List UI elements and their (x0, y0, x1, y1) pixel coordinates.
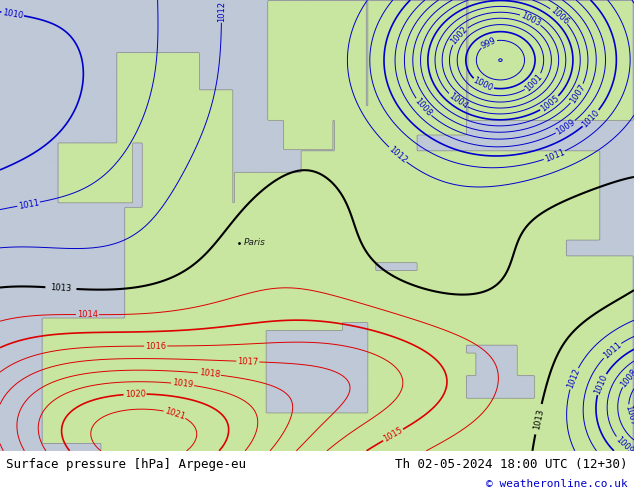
Text: 1007: 1007 (568, 82, 587, 105)
Text: © weatheronline.co.uk: © weatheronline.co.uk (486, 479, 628, 489)
Text: 1013: 1013 (532, 408, 545, 430)
Text: 1011: 1011 (18, 198, 40, 211)
Text: 1012: 1012 (566, 367, 581, 390)
Text: Surface pressure [hPa] Arpege-eu: Surface pressure [hPa] Arpege-eu (6, 458, 247, 471)
Text: 1012: 1012 (217, 1, 226, 22)
Text: 1010: 1010 (2, 8, 24, 20)
Text: 1002: 1002 (449, 24, 470, 47)
Text: 1011: 1011 (601, 340, 623, 361)
Text: 1018: 1018 (198, 368, 221, 380)
Text: 1004: 1004 (446, 91, 469, 111)
Text: 1010: 1010 (593, 373, 609, 395)
Text: 1015: 1015 (382, 426, 404, 444)
Text: 1021: 1021 (164, 406, 186, 421)
Text: 1012: 1012 (387, 145, 408, 165)
Text: 1009: 1009 (554, 118, 577, 137)
Text: 1020: 1020 (124, 390, 146, 399)
Text: 1009: 1009 (613, 435, 634, 456)
Text: 1005: 1005 (539, 94, 561, 114)
Text: Th 02-05-2024 18:00 UTC (12+30): Th 02-05-2024 18:00 UTC (12+30) (395, 458, 628, 471)
Text: 999: 999 (479, 35, 498, 50)
Text: 1013: 1013 (50, 283, 72, 293)
Text: Paris: Paris (243, 238, 266, 247)
Text: 1019: 1019 (172, 378, 193, 390)
Text: 1010: 1010 (581, 108, 602, 129)
Text: 1006: 1006 (548, 5, 570, 26)
Text: 1001: 1001 (523, 72, 545, 93)
Text: 1011: 1011 (543, 147, 566, 164)
Text: 1008: 1008 (413, 97, 434, 118)
Text: 1000: 1000 (472, 76, 495, 94)
Text: 1017: 1017 (237, 357, 259, 367)
Text: 1003: 1003 (519, 10, 542, 28)
Text: 1016: 1016 (145, 342, 166, 350)
Text: 1014: 1014 (77, 310, 98, 319)
Text: 1008: 1008 (619, 367, 634, 389)
Text: 1007: 1007 (623, 404, 634, 427)
